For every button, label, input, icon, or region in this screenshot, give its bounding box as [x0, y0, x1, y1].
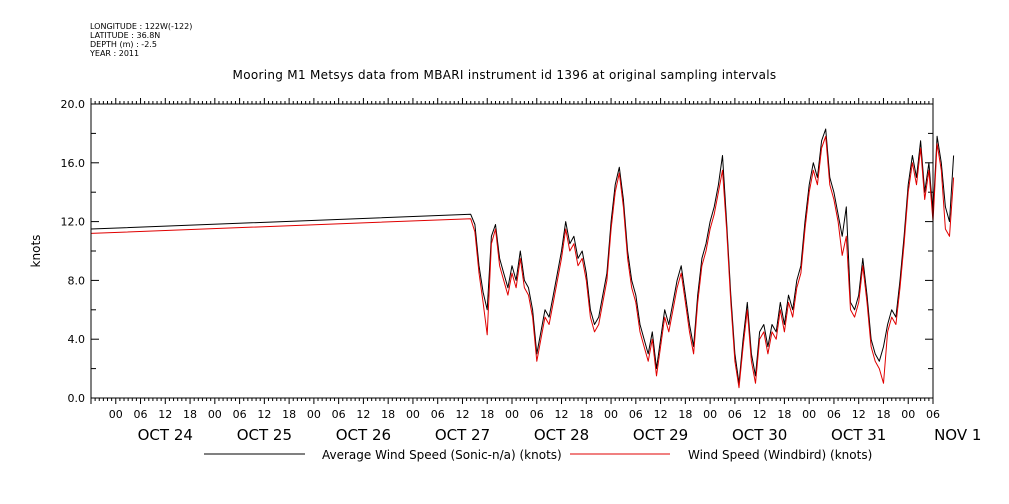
x-hour-label: 06 — [134, 408, 148, 421]
x-hour-label: 00 — [802, 408, 816, 421]
depth-text: DEPTH (m) : -2.5 — [90, 40, 157, 49]
x-hour-label: 06 — [431, 408, 445, 421]
x-hour-label: 12 — [753, 408, 767, 421]
year-text: YEAR : 2011 — [90, 49, 140, 58]
x-hour-label: 12 — [257, 408, 271, 421]
x-hour-label: 06 — [332, 408, 346, 421]
y-axis-label: knots — [29, 235, 43, 268]
x-hour-label: 12 — [852, 408, 866, 421]
plot-frame — [90, 103, 934, 399]
x-date-label: OCT 30 — [732, 426, 787, 444]
x-hour-label: 18 — [678, 408, 692, 421]
legend-label-windbird: Wind Speed (Windbird) (knots) — [688, 448, 872, 462]
x-hour-label: 18 — [480, 408, 494, 421]
longitude-text: LONGITUDE : 122W(-122) — [90, 22, 193, 31]
x-hour-label: 00 — [406, 408, 420, 421]
x-hour-label: 06 — [728, 408, 742, 421]
x-date-label: OCT 27 — [435, 426, 490, 444]
x-date-label: NOV 1 — [934, 426, 981, 444]
x-hour-label: 12 — [158, 408, 172, 421]
x-hour-label: 00 — [109, 408, 123, 421]
x-date-label: OCT 24 — [138, 426, 193, 444]
y-tick-label: 16.0 — [61, 157, 86, 170]
y-tick-label: 0.0 — [68, 392, 86, 405]
y-tick-label: 8.0 — [68, 274, 86, 287]
x-date-label: OCT 31 — [831, 426, 886, 444]
x-hour-label: 18 — [381, 408, 395, 421]
x-hour-label: 00 — [208, 408, 222, 421]
x-hour-label: 12 — [654, 408, 668, 421]
latitude-text: LATITUDE : 36.8N — [90, 31, 161, 40]
x-date-label: OCT 26 — [336, 426, 391, 444]
x-hour-label: 00 — [505, 408, 519, 421]
x-hour-label: 12 — [356, 408, 370, 421]
x-hour-label: 00 — [307, 408, 321, 421]
series-line-windbird-wind-speed — [90, 135, 955, 389]
x-hour-label: 18 — [876, 408, 890, 421]
legend: Average Wind Speed (Sonic-n/a) (knots) W… — [204, 448, 872, 462]
chart-title: Mooring M1 Metsys data from MBARI instru… — [232, 68, 777, 82]
x-hour-label: 06 — [233, 408, 247, 421]
x-hour-label: 00 — [703, 408, 717, 421]
x-hour-label: 18 — [282, 408, 296, 421]
x-hour-label: 18 — [579, 408, 593, 421]
x-date-label: OCT 25 — [237, 426, 292, 444]
y-tick-label: 12.0 — [61, 216, 86, 229]
x-hour-label: 00 — [604, 408, 618, 421]
series-line-average-wind-speed — [90, 128, 955, 384]
x-hour-label: 12 — [455, 408, 469, 421]
y-tick-label: 20.0 — [61, 98, 86, 111]
x-hour-label: 18 — [777, 408, 791, 421]
x-date-label: OCT 28 — [534, 426, 589, 444]
x-hour-label: 00 — [901, 408, 915, 421]
legend-label-average: Average Wind Speed (Sonic-n/a) (knots) — [322, 448, 562, 462]
x-hour-label: 06 — [827, 408, 841, 421]
x-hour-label: 06 — [530, 408, 544, 421]
y-tick-label: 4.0 — [68, 333, 86, 346]
x-date-label: OCT 29 — [633, 426, 688, 444]
x-hour-label: 06 — [629, 408, 643, 421]
metadata-block: LONGITUDE : 122W(-122) LATITUDE : 36.8N … — [90, 22, 192, 58]
x-hour-label: 18 — [183, 408, 197, 421]
x-hour-label: 06 — [926, 408, 940, 421]
x-hour-label: 12 — [555, 408, 569, 421]
